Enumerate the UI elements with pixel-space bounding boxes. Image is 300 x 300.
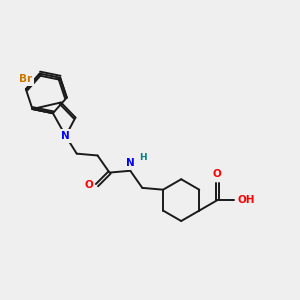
Text: N: N: [61, 131, 70, 141]
Text: H: H: [139, 153, 147, 162]
Text: O: O: [213, 169, 222, 179]
Text: Br: Br: [19, 74, 32, 84]
Text: N: N: [126, 158, 135, 168]
Text: OH: OH: [238, 195, 255, 205]
Text: O: O: [85, 180, 94, 190]
